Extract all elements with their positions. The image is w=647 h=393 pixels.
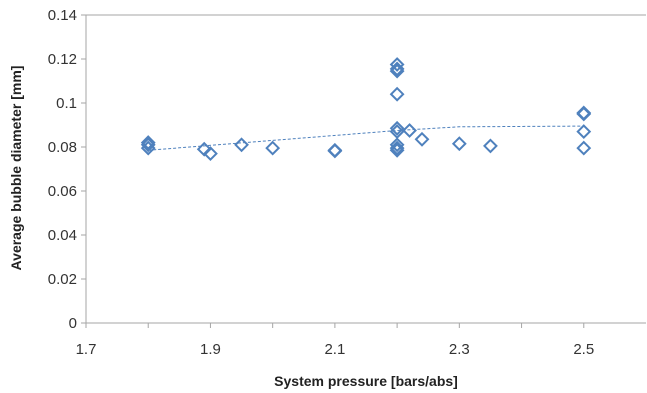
y-axis-title: Average bubble diameter [mm] — [8, 66, 24, 271]
y-ticks: 0 0.02 0.04 0.06 0.08 0.1 0.12 0.14 — [48, 7, 86, 332]
data-point — [576, 140, 592, 156]
trendline-group — [148, 125, 584, 151]
data-point — [389, 137, 405, 153]
x-tick-label: 1.7 — [76, 341, 97, 358]
data-point — [389, 61, 405, 77]
data-point — [389, 86, 405, 102]
data-point — [483, 138, 498, 154]
data-point — [402, 123, 417, 138]
x-axis-title: System pressure [bars/abs] — [274, 373, 458, 389]
data-point — [389, 142, 405, 158]
y-tick-label: 0.14 — [48, 7, 77, 24]
y-tick-label: 0 — [69, 315, 77, 332]
data-point — [196, 141, 212, 157]
data-point — [140, 135, 156, 151]
data-point — [140, 137, 156, 153]
data-point — [265, 140, 281, 156]
x-tick-label: 1.9 — [200, 341, 221, 358]
data-point — [389, 120, 405, 136]
trendline — [148, 125, 584, 151]
data-point — [389, 140, 405, 156]
data-point — [389, 57, 405, 72]
data-point — [389, 63, 405, 79]
x-tick-label: 2.3 — [449, 341, 470, 358]
y-tick-label: 0.02 — [48, 271, 77, 288]
x-ticks: 1.7 1.9 2.1 2.3 2.5 — [76, 323, 594, 358]
x-tick-label: 2.1 — [324, 341, 345, 358]
y-tick-label: 0.12 — [48, 51, 77, 68]
data-point — [203, 146, 218, 162]
data-point — [451, 136, 467, 152]
data-point — [576, 106, 592, 122]
y-tick-label: 0.06 — [48, 183, 77, 200]
y-tick-label: 0.08 — [48, 139, 77, 156]
data-point — [234, 137, 249, 153]
axes — [85, 14, 646, 324]
data-point — [327, 143, 343, 159]
data-point — [414, 131, 430, 147]
data-points — [140, 57, 592, 162]
y-tick-label: 0.1 — [56, 95, 77, 112]
y-tick-label: 0.04 — [48, 227, 77, 244]
x-tick-label: 2.5 — [573, 341, 594, 358]
data-point — [576, 124, 592, 140]
data-point — [140, 140, 156, 156]
